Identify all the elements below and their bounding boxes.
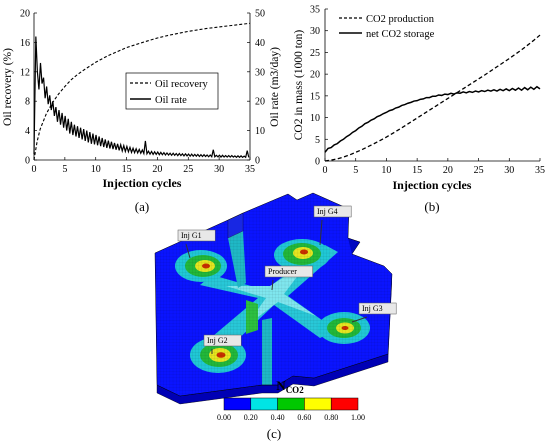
legend-label-co2-production: CO2 production <box>366 14 435 25</box>
legend-label-oil-recovery: Oil recovery <box>155 79 209 90</box>
well-label-inj-g3: Inj G3 <box>362 304 383 313</box>
chart-b-ytick-label: 30 <box>310 26 320 37</box>
series-line-net-co2-storage <box>324 85 541 153</box>
well-pointer-inj-g4 <box>319 219 323 246</box>
chart-a-y2tick-label: 10 <box>255 126 265 137</box>
chart-a-legend: Oil recovery Oil rate <box>125 72 219 110</box>
colorbar-segment <box>250 397 278 411</box>
series-line-oil-recovery <box>33 22 251 161</box>
reservoir-map: Inj G1 Inj G4 Producer Inj G3 Inj G2 NCO2 0.… <box>154 192 397 441</box>
colorbar-tick-label: 0.60 <box>297 413 311 422</box>
well-label-box-inj-g2 <box>203 334 242 347</box>
chart-a-ytick-label: 20 <box>20 9 30 20</box>
colorbar-tick-label: 1.00 <box>351 413 365 422</box>
chart-b-ytick-label: 0 <box>315 157 320 168</box>
chart-a-ylabel: Oil recovery (%) <box>2 48 14 126</box>
chart-a-xlabel: Injection cycles <box>103 176 182 190</box>
well-label-inj-g4: Inj G4 <box>317 207 338 216</box>
chart-b-ytick-label: 20 <box>310 70 320 81</box>
chart-b-xtick-label: 20 <box>443 165 453 176</box>
well-pointer-producer <box>271 279 274 291</box>
chart-b-xtick-label: 15 <box>412 165 422 176</box>
chart-a-ytick-label: 12 <box>20 67 30 78</box>
chart-a-y2tick-label: 0 <box>255 156 260 167</box>
chart-a-ytick-label: 16 <box>20 38 30 49</box>
chart-b-xtick-label: 35 <box>535 165 545 176</box>
well-label-inj-g1: Inj G1 <box>181 231 202 240</box>
chart-a-ytick-label: 8 <box>25 97 30 108</box>
colorbar-tick-label: 0.80 <box>324 413 338 422</box>
chart-a-xtick-label: 5 <box>62 164 67 175</box>
well-pointer-inj-g3 <box>351 316 368 323</box>
chart-a-y2label: Oil rate (m3/day) <box>269 47 281 127</box>
panel-label-a: (a) <box>135 199 149 214</box>
colorbar-title: N <box>276 378 286 393</box>
well-label-inj-g2: Inj G2 <box>207 336 228 345</box>
panel-label-c: (c) <box>267 426 281 441</box>
well-label-producer: Producer <box>268 267 297 276</box>
chart-b-legend: CO2 production net CO2 storage <box>339 14 435 40</box>
chart-a-xtick-label: 20 <box>152 164 162 175</box>
well-label-box-inj-g4 <box>313 205 352 218</box>
series-line-oil-rate <box>33 36 250 159</box>
chart-b-xtick-label: 25 <box>474 165 484 176</box>
chart-a-y2tick-label: 50 <box>255 9 265 20</box>
colorbar-tick-label: 0.20 <box>244 413 258 422</box>
chart-b-ytick-label: 25 <box>310 48 320 59</box>
chart-b-xtick-label: 30 <box>504 165 514 176</box>
chart-b-xtick-label: 10 <box>381 165 391 176</box>
colorbar-tick-label: 0.40 <box>271 413 285 422</box>
chart-b: 0 5 10 15 20 25 30 35 0 5 10 15 20 25 30 35 Injection c… <box>293 5 545 215</box>
chart-a-y2tick-label: 30 <box>255 67 265 78</box>
chart-b-ytick-label: 15 <box>310 91 320 102</box>
chart-b-ytick-label: 10 <box>310 113 320 124</box>
colorbar: NCO2 0.00 0.20 0.40 0.60 0.80 1.00 <box>217 378 365 422</box>
well-label-box-inj-g3 <box>358 302 397 315</box>
panel-label-b: (b) <box>424 199 439 214</box>
chart-a-y2tick-label: 40 <box>255 38 265 49</box>
chart-b-xlabel: Injection cycles <box>393 178 472 192</box>
well-label-box-inj-g1 <box>177 229 216 242</box>
chart-b-ytick-label: 5 <box>315 135 320 146</box>
colorbar-segment <box>223 397 252 411</box>
legend-label-net-co2-storage: net CO2 storage <box>366 29 435 40</box>
colorbar-segment <box>330 397 359 411</box>
series-line-co2-production <box>324 34 541 162</box>
colorbar-title-subscript: CO2 <box>286 385 305 395</box>
chart-a-y2tick-label: 20 <box>255 97 265 108</box>
colorbar-segment <box>304 397 332 411</box>
chart-b-ylabel: CO2 in mass (1000 ton) <box>293 30 305 141</box>
well-pointer-inj-g1 <box>185 243 191 259</box>
chart-b-ytick-label: 35 <box>310 5 320 16</box>
chart-a-xtick-label: 30 <box>214 164 224 175</box>
colorbar-tick-label: 0.00 <box>217 413 231 422</box>
chart-a-ytick-label: 4 <box>25 126 30 137</box>
legend-label-oil-rate: Oil rate <box>155 95 187 106</box>
chart-a-xtick-label: 25 <box>183 164 193 175</box>
well-label-box-producer <box>264 265 313 278</box>
chart-a-xtick-label: 0 <box>32 164 37 175</box>
chart-b-xtick-label: 0 <box>323 165 328 176</box>
chart-a-ytick-label: 0 <box>25 156 30 167</box>
chart-b-xtick-label: 5 <box>353 165 358 176</box>
chart-a-xtick-label: 10 <box>91 164 101 175</box>
chart-a-xtick-label: 35 <box>245 164 255 175</box>
colorbar-segment <box>277 397 305 411</box>
chart-a-xtick-label: 15 <box>122 164 132 175</box>
svg-text:NCO2: NCO2 <box>276 378 304 395</box>
